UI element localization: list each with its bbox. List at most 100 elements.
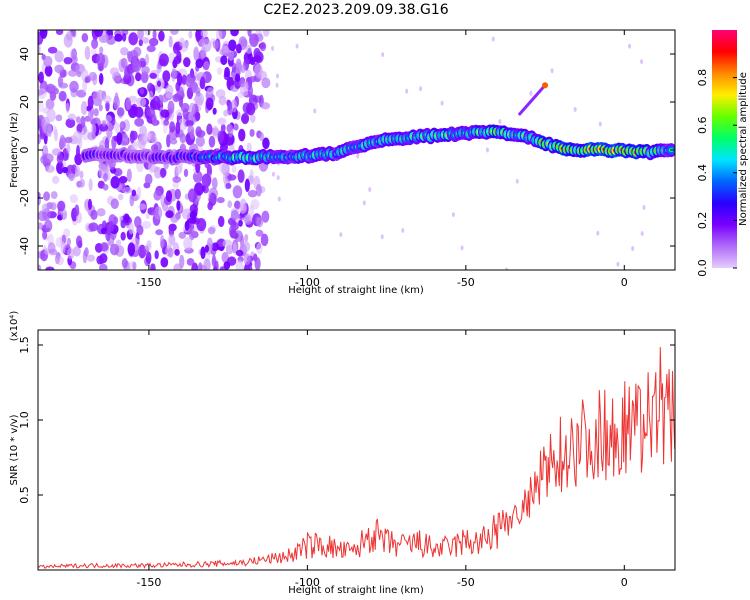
- noise-blob: [127, 242, 136, 256]
- noise-speckle: [573, 106, 577, 112]
- noise-blob: [168, 224, 175, 238]
- x-tick-label: -50: [457, 276, 475, 289]
- noise-blob: [186, 258, 195, 266]
- noise-blob: [104, 137, 110, 152]
- noise-speckle: [631, 246, 635, 252]
- noise-blob: [169, 138, 178, 145]
- noise-blob: [195, 58, 204, 69]
- noise-blob: [74, 165, 81, 177]
- noise-blob: [188, 226, 195, 241]
- noise-blob: [240, 64, 246, 73]
- noise-blob: [132, 261, 137, 270]
- noise-blob: [91, 38, 99, 50]
- noise-blob: [183, 168, 189, 178]
- noise-blob: [46, 108, 56, 123]
- noise-blob: [152, 95, 160, 105]
- noise-blob: [146, 107, 156, 118]
- noise-blob: [247, 30, 252, 37]
- noise-blob: [146, 45, 156, 53]
- noise-blob: [201, 173, 212, 188]
- noise-speckle: [368, 186, 372, 192]
- noise-blob: [256, 216, 264, 228]
- noise-speckle: [451, 212, 455, 218]
- noise-blob: [193, 46, 200, 61]
- noise-blob: [147, 207, 154, 214]
- noise-blob: [217, 215, 225, 228]
- noise-blob: [215, 89, 226, 99]
- noise-speckle: [276, 73, 280, 79]
- noise-blob: [185, 77, 194, 88]
- noise-blob: [184, 220, 190, 231]
- spectrogram-x-axis-label: Height of straight line (km): [288, 285, 424, 296]
- noise-blob: [232, 185, 243, 199]
- noise-blob: [154, 166, 162, 179]
- noise-blob: [131, 189, 137, 197]
- noise-blob: [39, 30, 48, 39]
- noise-blob: [168, 35, 173, 48]
- noise-blob: [44, 122, 52, 137]
- y-tick-label: -20: [18, 189, 31, 207]
- noise-blob: [44, 65, 53, 77]
- noise-blob: [74, 204, 80, 217]
- noise-blob: [235, 260, 245, 270]
- noise-blob: [42, 230, 48, 240]
- noise-blob: [245, 44, 252, 55]
- noise-blob: [180, 102, 190, 113]
- noise-blob: [207, 226, 216, 235]
- noise-blob: [218, 118, 226, 125]
- noise-blob: [191, 86, 201, 94]
- noise-blob: [240, 241, 251, 253]
- noise-blob: [120, 57, 128, 69]
- snr-y-axis-label: SNR (10 * v/v): [9, 414, 20, 485]
- noise-blob: [231, 165, 237, 173]
- noise-blob: [110, 176, 120, 189]
- noise-blob: [88, 71, 98, 81]
- noise-blob: [96, 53, 106, 67]
- noise-blob: [144, 243, 152, 251]
- noise-blob: [84, 76, 89, 84]
- noise-blob: [141, 220, 151, 229]
- noise-blob: [243, 263, 253, 270]
- noise-blob: [117, 193, 124, 201]
- noise-blob: [246, 142, 252, 154]
- snr-plot-area: [38, 330, 675, 570]
- noise-speckle: [498, 119, 502, 125]
- noise-blob: [237, 169, 245, 183]
- noise-blob: [76, 70, 82, 78]
- noise-blob: [102, 183, 109, 191]
- noise-blob: [163, 119, 170, 126]
- noise-blob: [120, 47, 129, 56]
- noise-blob: [76, 123, 83, 134]
- noise-blob: [175, 165, 182, 176]
- noise-speckle: [485, 147, 489, 153]
- noise-blob: [56, 154, 64, 164]
- noise-blob: [235, 43, 242, 54]
- noise-blob: [208, 135, 216, 148]
- noise-blob: [150, 144, 159, 153]
- noise-blob: [249, 33, 259, 47]
- noise-blob: [134, 216, 142, 229]
- noise-blob: [198, 262, 203, 270]
- noise-blob: [45, 98, 55, 110]
- noise-blob: [59, 234, 68, 247]
- noise-blob: [167, 234, 176, 247]
- noise-blob: [222, 239, 233, 248]
- noise-blob: [153, 190, 162, 201]
- noise-blob: [84, 45, 91, 60]
- y-tick-label: -40: [18, 237, 31, 255]
- noise-blob: [101, 120, 107, 127]
- noise-blob: [54, 50, 64, 63]
- noise-blob: [171, 68, 177, 80]
- noise-blob: [146, 82, 154, 93]
- noise-blob: [203, 61, 210, 71]
- noise-blob: [174, 188, 181, 200]
- noise-blob: [156, 80, 162, 87]
- colorbar-label: Normalized spectral amplitude: [738, 72, 749, 226]
- y-tick-label: 0.5: [18, 486, 31, 504]
- noise-blob: [241, 112, 250, 125]
- noise-blob: [185, 120, 194, 127]
- noise-blob: [43, 55, 53, 67]
- noise-speckle: [440, 100, 444, 106]
- noise-speckle: [596, 230, 600, 236]
- noise-blob: [110, 198, 119, 210]
